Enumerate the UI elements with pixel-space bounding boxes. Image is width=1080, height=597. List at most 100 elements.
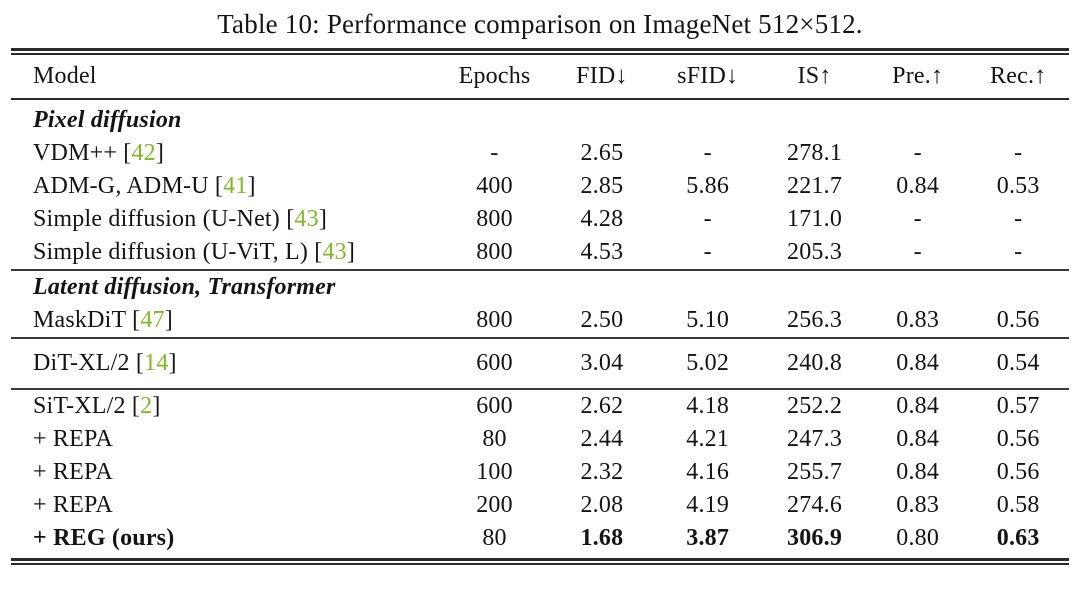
col-header-fid: FID↓ [549,55,655,100]
col-header-pre: Pre.↑ [867,55,968,100]
value-cell: 4.28 [580,206,624,232]
value-cell: 80 [482,426,507,452]
value-cell: 800 [476,206,513,232]
value-cell: 0.83 [896,307,940,333]
value-cell: 600 [476,393,513,419]
value-cell: 1.68 [580,525,624,551]
value-cell: - [1014,239,1023,265]
col-header-is: IS↑ [761,55,868,100]
value-cell: 252.2 [787,393,843,419]
value-cell: 600 [476,350,513,376]
value-cell: 0.63 [996,525,1040,551]
model-name: DiT-XL/2 [33,350,130,376]
table-caption: Table 10: Performance comparison on Imag… [217,9,863,39]
value-cell: 80 [482,525,507,551]
col-header-rec: Rec.↑ [967,55,1069,100]
value-cell: 800 [476,239,513,265]
col-header-model: Model [11,55,440,100]
value-cell: 2.85 [580,173,624,199]
results-table-figure: Model Epochs FID↓ sFID↓ IS↑ Pre.↑ Rec.↑ … [11,48,1069,565]
value-cell: 4.53 [580,239,624,265]
value-cell: 306.9 [787,525,843,551]
table-row: Simple diffusion (U-Net) [43] 800 4.28 - 171… [11,203,1069,236]
citation-link[interactable]: 14 [144,350,169,376]
value-cell: 0.56 [996,426,1040,452]
model-name: MaskDiT [33,307,126,333]
value-cell: 255.7 [787,459,843,485]
section-header-row: Latent diffusion, Transformer [11,270,1069,304]
value-cell: 0.53 [996,173,1040,199]
value-cell: 205.3 [787,239,843,265]
model-cell: + REG (ours) [11,522,440,558]
value-cell: 5.86 [686,173,730,199]
citation-link[interactable]: 43 [322,239,347,265]
value-cell: 0.84 [896,426,940,452]
value-cell: 256.3 [787,307,843,333]
value-cell: 100 [476,459,513,485]
value-cell: - [1014,206,1023,232]
value-cell: - [703,239,712,265]
performance-table: Model Epochs FID↓ sFID↓ IS↑ Pre.↑ Rec.↑ … [11,55,1069,558]
model-name: + REPA [33,492,113,518]
value-cell: 2.62 [580,393,624,419]
model-name: + REG (ours) [33,525,175,551]
citation-link[interactable]: 43 [294,206,319,232]
model-cell: ADM-G, ADM-U [41] [33,173,256,199]
table-row: SiT-XL/2 [2] 600 2.62 4.18 252.2 0.84 0.57 [11,389,1069,423]
model-cell: + REPA [11,456,440,489]
citation-link[interactable]: 42 [131,140,156,166]
table-row: ADM-G, ADM-U [41] 400 2.85 5.86 221.7 0.84 0.5… [11,170,1069,203]
citation-link[interactable]: 2 [140,393,153,419]
model-cell: DiT-XL/2 [14] [33,350,177,376]
value-cell: 2.44 [580,426,624,452]
value-cell: - [1014,140,1023,166]
table-group: Pixel diffusion VDM++ [42] - 2.65 - 278.1 - - AD… [11,99,1069,270]
value-cell: 0.57 [996,393,1040,419]
value-cell: 0.84 [896,459,940,485]
table-row: MaskDiT [47] 800 2.50 5.10 256.3 0.83 0.56 [11,304,1069,338]
model-name: VDM++ [33,140,118,166]
value-cell: 400 [476,173,513,199]
value-cell: 0.80 [896,525,940,551]
table-group: Latent diffusion, Transformer MaskDiT [47… [11,270,1069,338]
value-cell: 3.87 [686,525,730,551]
value-cell: 221.7 [787,173,843,199]
model-cell: + REPA [11,489,440,522]
value-cell: 4.16 [686,459,730,485]
table-row: + REG (ours) 80 1.68 3.87 306.9 0.80 0.63 [11,522,1069,558]
model-name: ADM-G, ADM-U [33,173,209,199]
value-cell: 4.18 [686,393,730,419]
model-name: + REPA [33,426,113,452]
value-cell: 4.21 [686,426,730,452]
table-group: DiT-XL/2 [14] 600 3.04 5.02 240.8 0.84 0.54 [11,338,1069,389]
model-cell: Simple diffusion (U-Net) [43] [33,206,328,232]
col-header-sfid: sFID↓ [654,55,762,100]
value-cell: - [703,140,712,166]
value-cell: 247.3 [787,426,843,452]
value-cell: 4.19 [686,492,730,518]
value-cell: 2.32 [580,459,624,485]
value-cell: - [703,206,712,232]
table-row: VDM++ [42] - 2.65 - 278.1 - - [11,137,1069,170]
value-cell: 278.1 [787,140,843,166]
top-double-rule [11,48,1069,55]
value-cell: 0.54 [996,350,1040,376]
value-cell: 274.6 [787,492,843,518]
model-cell: + REPA [11,423,440,456]
header-row: Model Epochs FID↓ sFID↓ IS↑ Pre.↑ Rec.↑ [11,55,1069,100]
value-cell: 0.58 [996,492,1040,518]
citation-link[interactable]: 47 [140,307,165,333]
value-cell: 3.04 [580,350,624,376]
citation-link[interactable]: 41 [223,173,248,199]
value-cell: - [913,206,922,232]
value-cell: 171.0 [787,206,843,232]
section-header-row: Pixel diffusion [11,99,1069,137]
value-cell: 0.83 [896,492,940,518]
value-cell: 800 [476,307,513,333]
bottom-double-rule [11,558,1069,565]
model-cell: VDM++ [42] [33,140,165,166]
value-cell: 0.84 [896,350,940,376]
table-row: Simple diffusion (U-ViT, L) [43] 800 4.53 -… [11,236,1069,270]
value-cell: - [913,140,922,166]
